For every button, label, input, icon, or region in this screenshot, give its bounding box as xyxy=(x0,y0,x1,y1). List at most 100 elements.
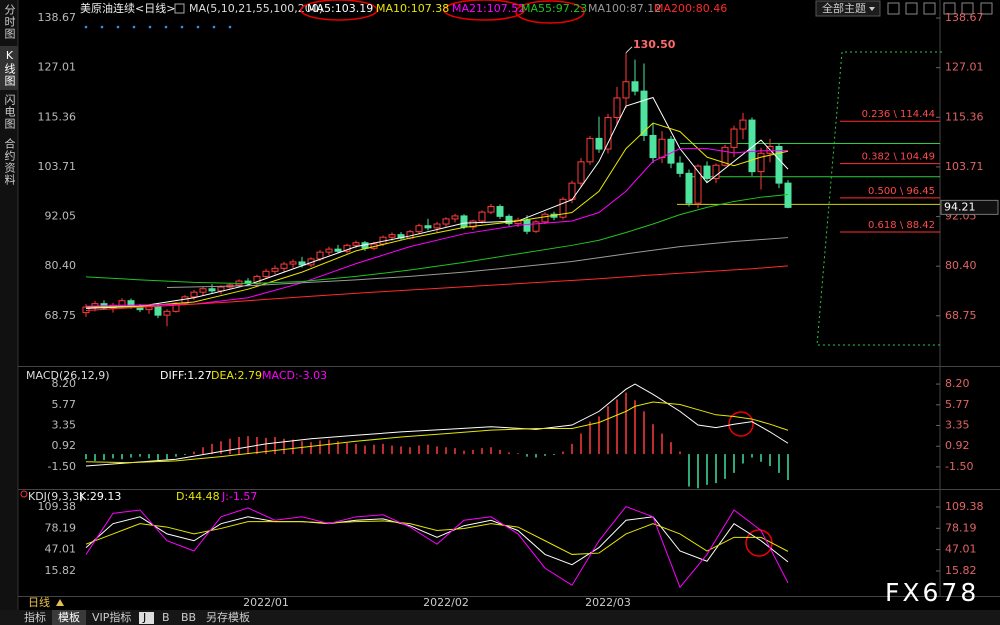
toolbar-tab[interactable]: B xyxy=(162,611,170,624)
toolbar-tab[interactable]: 模板 xyxy=(58,610,80,624)
macd-bar xyxy=(400,446,402,455)
toolbar-tab[interactable]: 指标 xyxy=(24,610,46,624)
macd-bar xyxy=(148,454,150,459)
event-dot xyxy=(180,25,184,29)
candle-body xyxy=(613,97,621,119)
candle-body xyxy=(532,221,540,232)
macd-bar xyxy=(166,454,168,460)
macd-bar xyxy=(445,447,447,455)
left-tab[interactable]: 分时图 xyxy=(3,4,16,40)
candle-body xyxy=(298,261,306,266)
candle-body xyxy=(280,263,288,269)
legend-entry: MACD:-3.03 xyxy=(262,369,327,382)
y-tick-label: 138.67 xyxy=(945,11,984,24)
macd-bar xyxy=(427,444,429,455)
candle-body xyxy=(469,220,477,228)
tool-icon[interactable] xyxy=(887,2,900,15)
highlight-ring xyxy=(300,0,378,21)
period-label[interactable]: 日线 xyxy=(28,595,50,609)
y-tick-label: 109.38 xyxy=(945,500,984,513)
toolbar-tab[interactable]: BB xyxy=(181,611,196,624)
fib-label: 0.382 \ 104.49 xyxy=(862,152,935,163)
legend-entry: DIFF:1.27 xyxy=(160,369,212,382)
candle-body xyxy=(703,165,711,179)
candle-body xyxy=(208,288,216,292)
macd-bar xyxy=(274,437,276,455)
macd-bar xyxy=(157,454,159,461)
event-dot xyxy=(100,25,104,29)
toolbar-tab[interactable]: J xyxy=(142,611,146,624)
macd-bar xyxy=(535,454,537,458)
y-tick-label: 78.19 xyxy=(45,521,77,534)
event-dot xyxy=(196,25,200,29)
tool-icon[interactable] xyxy=(923,2,936,15)
highlight-ring xyxy=(728,411,754,437)
macd-bar xyxy=(139,454,141,457)
highlight-ring xyxy=(515,0,585,24)
macd-bar xyxy=(283,438,285,455)
event-dot xyxy=(212,25,216,29)
candle-body xyxy=(478,211,486,222)
left-tab[interactable]: 合约资料 xyxy=(3,137,16,186)
candle-body xyxy=(388,234,396,238)
y-tick-label: 5.77 xyxy=(52,398,77,411)
event-dot xyxy=(84,25,88,29)
y-tick-label: 92.05 xyxy=(45,210,77,223)
indicator-icon xyxy=(20,490,28,498)
macd-bar xyxy=(769,454,771,467)
y-tick-label: 80.40 xyxy=(945,259,977,272)
candle-body xyxy=(460,215,468,228)
tool-icon[interactable] xyxy=(980,2,993,15)
macd-bar xyxy=(472,449,474,455)
tool-icon[interactable] xyxy=(943,2,956,15)
macd-bar xyxy=(544,454,546,456)
y-tick-label: 127.01 xyxy=(945,61,984,74)
indicator-title: KDJ(9,3,3) xyxy=(28,490,84,503)
macd-bar xyxy=(571,443,573,455)
toolbar-tab[interactable]: 另存模板 xyxy=(206,610,250,624)
candle-body xyxy=(424,225,432,229)
y-tick-label: 0.92 xyxy=(945,439,970,452)
event-dot xyxy=(228,25,232,29)
tool-icon[interactable] xyxy=(961,2,974,15)
candle-body xyxy=(289,261,297,265)
macd-bar xyxy=(526,454,528,457)
candle-body xyxy=(730,128,738,148)
period-arrow xyxy=(56,599,64,606)
y-tick-label: -1.50 xyxy=(48,460,76,473)
active-tab-bg xyxy=(0,46,18,90)
toolbar-tab[interactable]: VIP指标 xyxy=(92,610,131,624)
y-tick-label: 80.40 xyxy=(45,259,77,272)
legend-entry: K:29.13 xyxy=(79,490,121,503)
macd-bar xyxy=(193,451,195,455)
y-tick-label: 15.82 xyxy=(945,564,977,577)
projection-box xyxy=(816,51,942,346)
candle-body xyxy=(712,164,720,179)
left-tab[interactable]: K线图 xyxy=(3,49,16,87)
event-dot xyxy=(132,25,136,29)
left-tab[interactable]: 闪电图 xyxy=(3,93,16,130)
macd-bar xyxy=(715,454,717,484)
indicator-line xyxy=(85,516,789,566)
tool-icon[interactable] xyxy=(905,2,918,15)
candle-body xyxy=(658,138,666,159)
high-label: 130.50 xyxy=(633,38,676,51)
indicator-line xyxy=(85,505,789,589)
macd-bar xyxy=(130,454,132,458)
macd-bar xyxy=(652,424,654,455)
theme-button-label[interactable]: 全部主题 xyxy=(822,1,866,15)
candle-body xyxy=(685,172,693,204)
macd-bar xyxy=(598,416,600,455)
settings-icon[interactable] xyxy=(174,3,185,14)
candle-body xyxy=(505,215,513,225)
macd-bar xyxy=(292,439,294,455)
high-pointer xyxy=(625,46,633,54)
macd-bar xyxy=(391,445,393,455)
active-toolbar-tab xyxy=(139,612,154,624)
x-tick-label: 2022/01 xyxy=(243,596,289,609)
macd-bar xyxy=(589,421,591,455)
theme-button[interactable] xyxy=(815,0,881,17)
